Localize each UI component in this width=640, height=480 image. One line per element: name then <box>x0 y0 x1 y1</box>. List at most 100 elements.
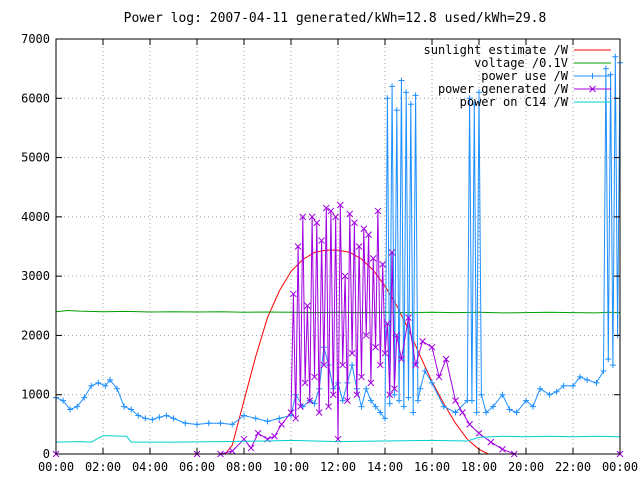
data-point <box>386 400 393 407</box>
data-point <box>372 403 379 410</box>
data-point <box>339 397 346 404</box>
x-tick-label: 20:00 <box>508 460 544 474</box>
data-point <box>414 397 421 404</box>
data-point <box>128 406 135 413</box>
data-point <box>452 397 459 404</box>
data-point <box>490 403 497 410</box>
data-point <box>546 391 553 398</box>
data-point <box>499 445 506 453</box>
data-point <box>102 382 109 389</box>
data-point <box>341 272 349 280</box>
data-point <box>335 379 341 386</box>
data-point <box>276 415 283 422</box>
data-point <box>384 95 391 102</box>
series-2 <box>53 53 623 428</box>
data-point <box>264 418 271 425</box>
data-point <box>318 237 325 244</box>
data-point <box>376 361 384 369</box>
data-point <box>322 204 330 212</box>
data-point <box>315 409 323 416</box>
data-point <box>417 385 424 392</box>
data-point <box>428 343 436 351</box>
series-4 <box>55 435 621 443</box>
data-point <box>537 385 544 392</box>
data-point <box>607 71 614 78</box>
data-point <box>299 213 307 221</box>
data-point <box>602 65 609 72</box>
series-3 <box>52 201 624 458</box>
data-point <box>612 53 619 60</box>
data-point <box>358 403 365 410</box>
data-point <box>398 77 405 84</box>
data-point <box>348 349 356 357</box>
data-point <box>149 416 156 423</box>
y-tick-label: 3000 <box>21 269 50 283</box>
data-point <box>412 361 419 369</box>
legend-label: sunlight estimate /W <box>424 43 569 57</box>
data-point <box>530 403 537 410</box>
series-1 <box>55 309 621 314</box>
data-point <box>419 338 426 345</box>
data-point <box>377 409 384 416</box>
x-tick-label: 12:00 <box>320 460 356 474</box>
data-point <box>306 397 314 404</box>
data-point <box>156 414 163 421</box>
data-point <box>294 243 302 250</box>
data-point <box>88 382 95 389</box>
data-point <box>435 373 443 381</box>
series-layer <box>52 53 624 458</box>
data-point <box>135 412 142 419</box>
data-point <box>121 403 128 410</box>
data-point <box>355 243 363 250</box>
series-line <box>55 435 621 443</box>
data-point <box>182 420 189 427</box>
data-point <box>407 101 414 108</box>
data-point <box>560 382 567 389</box>
data-point <box>332 213 340 221</box>
data-point <box>410 409 417 416</box>
data-point <box>339 361 347 369</box>
data-point <box>292 415 300 422</box>
data-point <box>570 382 576 389</box>
data-point <box>513 409 520 416</box>
data-point <box>584 376 591 383</box>
x-tick-label: 04:00 <box>132 460 168 474</box>
x-tick-label: 18:00 <box>461 460 497 474</box>
data-point <box>228 447 236 455</box>
x-tick-label: 16:00 <box>414 460 450 474</box>
series-line <box>56 249 620 455</box>
x-tick-label: 10:00 <box>273 460 309 474</box>
axis-ticks: 00:00 02:00 04:00 06:00 08:00 10:00 12:00 14:00… <box>21 32 638 474</box>
data-point <box>313 219 321 227</box>
data-point <box>194 421 200 428</box>
data-point <box>609 362 616 369</box>
data-point <box>241 412 247 419</box>
data-point <box>346 210 354 218</box>
data-point <box>170 415 177 422</box>
data-point <box>405 314 412 321</box>
x-tick-label: 00:00 <box>38 460 74 474</box>
y-tick-label: 5000 <box>21 151 50 165</box>
y-tick-label: 4000 <box>21 210 50 224</box>
data-point <box>301 379 309 387</box>
legend-marker <box>589 85 596 93</box>
data-point <box>325 403 332 410</box>
data-point <box>473 409 480 416</box>
data-point <box>351 219 358 227</box>
data-point <box>391 385 398 393</box>
data-point <box>466 421 473 428</box>
data-point <box>471 101 478 108</box>
legend-item: power on C14 /W <box>460 95 611 109</box>
data-point <box>360 225 368 233</box>
legend-label: power use /W <box>481 69 568 83</box>
data-point <box>577 373 584 380</box>
data-point <box>382 415 388 422</box>
data-point <box>363 385 370 392</box>
chart-title: Power log: 2007-04-11 generated/kWh=12.8… <box>124 11 547 26</box>
data-point <box>107 376 114 383</box>
data-point <box>229 421 236 428</box>
data-point <box>605 356 612 363</box>
data-point <box>67 406 74 413</box>
data-point <box>81 394 88 401</box>
